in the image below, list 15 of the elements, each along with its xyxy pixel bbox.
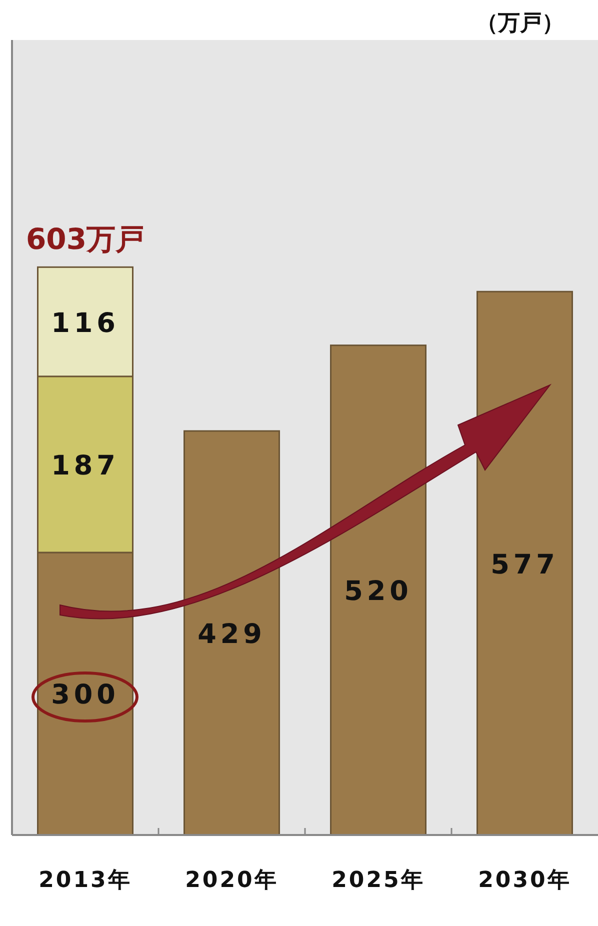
bar [330,344,426,836]
bar [184,430,280,836]
x-tick-label: 2013年 [38,868,132,893]
data-label: 429 [198,619,266,650]
data-label: 116 [51,308,120,339]
x-tick-label: 2025年 [332,868,425,893]
total-label: 603万戸 [26,222,145,256]
text: （万戸） [476,11,564,36]
data-label: 520 [344,576,412,608]
x-tick-label: 2030年 [478,868,572,893]
data-label: 577 [490,549,559,580]
x-tick-label: 2020年 [185,868,278,893]
data-label: 300 [51,680,120,711]
bar [476,290,573,836]
data-label: 187 [51,450,120,482]
